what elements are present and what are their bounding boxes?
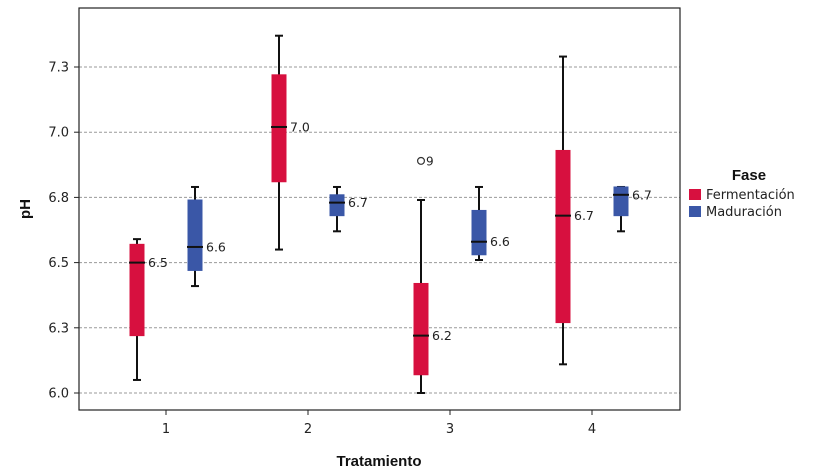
- box-rect: [613, 186, 629, 217]
- legend: Fase Fermentación Maduración: [689, 167, 795, 220]
- outlier: 9: [417, 154, 434, 168]
- y-tick-label: 6.8: [48, 191, 69, 206]
- box: 6.7: [613, 185, 652, 233]
- x-tick-label: 2: [304, 422, 312, 437]
- box: 6.5: [129, 238, 168, 381]
- y-axis-title: pH: [17, 199, 34, 219]
- legend-label: Fermentación: [706, 188, 795, 203]
- legend-title: Fase: [732, 167, 766, 184]
- y-tick-label: 6.5: [48, 256, 69, 271]
- series-0: 6.5 7.0 6.2 6.7 9: [129, 34, 594, 394]
- box-rect: [555, 149, 571, 324]
- legend-swatch: [689, 206, 701, 217]
- box-rect: [471, 209, 487, 256]
- box: 6.6: [187, 185, 226, 288]
- legend-item: Maduración: [689, 205, 782, 220]
- x-axis-ticks: 1 2 3 4: [162, 410, 596, 437]
- box: 7.0: [271, 34, 310, 251]
- box: 6.6: [471, 185, 510, 261]
- y-axis-ticks: 6.0 6.3 6.5 6.8 7.0 7.3: [48, 61, 79, 402]
- y-tick-label: 7.0: [48, 126, 69, 141]
- gridlines: [79, 66, 680, 394]
- x-tick-label: 1: [162, 422, 170, 437]
- median-label: 6.2: [432, 328, 452, 343]
- box-series: 6.5 7.0 6.2 6.7 9 6.6 6.7 6.6 6.7: [129, 34, 652, 394]
- legend-item: Fermentación: [689, 188, 795, 203]
- median-label: 6.5: [148, 255, 168, 270]
- box-rect: [187, 199, 203, 271]
- median-label: 6.6: [206, 239, 226, 254]
- median-label: 6.7: [632, 187, 652, 202]
- outlier-point: [417, 156, 426, 165]
- box-rect: [271, 74, 287, 183]
- y-tick-label: 6.3: [48, 321, 69, 336]
- legend-label: Maduración: [706, 205, 782, 220]
- median-label: 7.0: [290, 119, 310, 134]
- box-rect: [413, 282, 429, 376]
- box: 6.2: [413, 199, 452, 394]
- box-rect: [129, 243, 145, 337]
- median-label: 6.6: [490, 234, 510, 249]
- box: 6.7: [329, 185, 368, 233]
- plot-frame: [78, 7, 681, 411]
- legend-swatch: [689, 189, 701, 200]
- median-label: 6.7: [574, 208, 594, 223]
- series-1: 6.6 6.7 6.6 6.7: [187, 185, 652, 288]
- x-tick-label: 3: [446, 422, 454, 437]
- y-tick-label: 6.0: [48, 387, 69, 402]
- outlier-label: 9: [426, 154, 434, 168]
- x-tick-label: 4: [588, 422, 596, 437]
- y-tick-label: 7.3: [48, 61, 69, 76]
- median-label: 6.7: [348, 195, 368, 210]
- x-axis-title: Tratamiento: [336, 453, 421, 470]
- box: 6.7: [555, 55, 594, 366]
- box-rect: [329, 194, 345, 217]
